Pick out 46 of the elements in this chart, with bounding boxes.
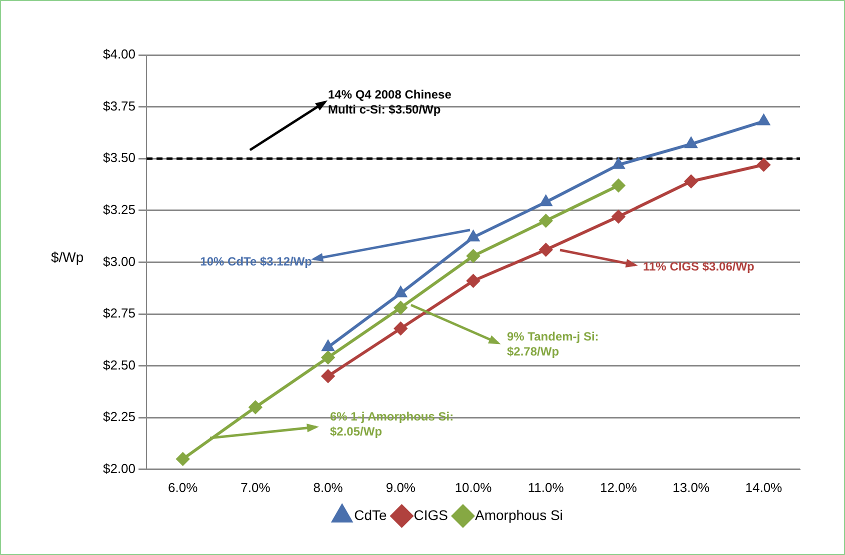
y-tick-label: $4.00 (102, 46, 136, 62)
x-tick-label: 9.0% (386, 480, 416, 495)
point (322, 351, 335, 364)
y-axis-title: $/Wp (51, 249, 84, 265)
y-tick-label: $3.25 (102, 202, 136, 217)
y-tick-label: $3.00 (102, 254, 136, 269)
y-tick-label: $2.50 (102, 357, 136, 372)
point (394, 301, 408, 314)
point (466, 249, 480, 262)
point (248, 400, 262, 414)
y-tick-label: $2.75 (102, 306, 136, 321)
point (540, 196, 552, 206)
point (757, 158, 770, 172)
legend-label: Amorphous Si (474, 506, 563, 523)
point (684, 174, 698, 188)
x-tick-label: 10.0% (454, 480, 492, 495)
y-tick-label: $3.75 (102, 98, 136, 114)
point (394, 322, 408, 336)
point (394, 286, 406, 298)
point (322, 340, 334, 352)
point (685, 138, 697, 148)
point (466, 274, 480, 288)
point (322, 370, 335, 383)
point (539, 214, 552, 228)
point (612, 158, 624, 169)
x-tick-label: 7.0% (240, 480, 271, 495)
x-tick-label: 8.0% (313, 480, 344, 495)
y-tick-label: $2.25 (102, 409, 136, 424)
legend-label: CIGS (414, 506, 448, 523)
x-tick-label: 11.0% (528, 480, 564, 495)
annotation: 11% CIGS $3.06/Wp (643, 259, 754, 274)
point (758, 114, 770, 126)
x-tick-label: 12.0% (600, 480, 638, 495)
point (612, 210, 625, 224)
point (467, 230, 480, 242)
annotation: 9% Tandem-j Si: $2.78/Wp (507, 329, 599, 358)
point (176, 452, 190, 466)
x-tick-label: 6.0% (168, 480, 198, 495)
point (612, 179, 625, 192)
legend-label: 14% Q4 2008 Chinese Multi c-Si: $3.50/Wp (328, 87, 452, 116)
x-tick-label: 13.0% (672, 480, 710, 495)
y-tick-label: $3.50 (102, 150, 136, 166)
point (539, 243, 552, 256)
y-tick-label: $2.00 (102, 460, 136, 476)
x-tick-label: 14.0% (745, 480, 783, 495)
legend-label: CdTe (354, 506, 387, 523)
